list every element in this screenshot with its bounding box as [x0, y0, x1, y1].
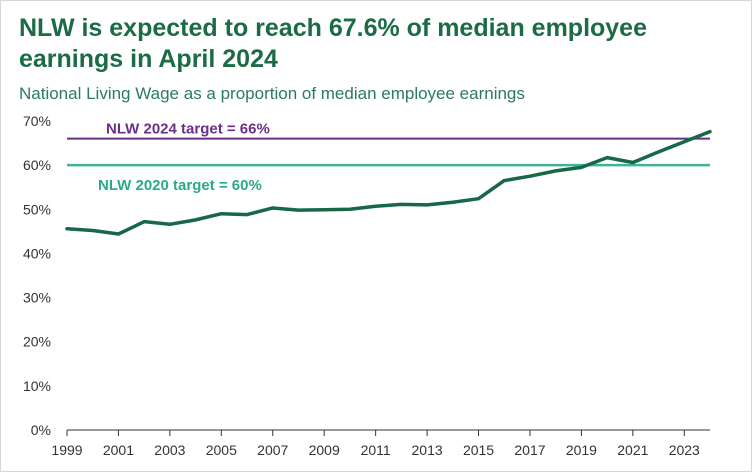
x-tick-label: 2005	[206, 442, 237, 458]
x-tick-label: 2009	[309, 442, 340, 458]
x-tick-label: 1999	[51, 442, 82, 458]
x-tick-label: 2015	[463, 442, 494, 458]
axes	[66, 429, 710, 436]
x-tick-label: 2023	[669, 442, 700, 458]
nlw-data-point	[451, 201, 454, 204]
x-tick-label: 2013	[412, 442, 443, 458]
y-tick-label: 20%	[23, 334, 51, 350]
nlw-data-point	[91, 229, 94, 232]
nlw-data-point	[117, 232, 120, 236]
x-tick-label: 2011	[361, 442, 391, 458]
chart-title: NLW is expected to reach 67.6% of median…	[19, 14, 647, 73]
nlw-data-point	[631, 161, 635, 164]
nlw-data-point	[528, 174, 532, 178]
nlw-data-point	[348, 208, 352, 211]
x-tick-label: 2019	[566, 442, 597, 458]
nlw-data-point	[374, 204, 377, 208]
target-2020-label: NLW 2020 target = 60%	[98, 177, 262, 194]
nlw-data-point	[503, 179, 506, 182]
nlw-data-point	[323, 208, 326, 211]
nlw-data-point	[245, 213, 249, 216]
y-tick-label: 60%	[23, 157, 51, 173]
tick-labels: 1999 2001 2003 2005 2007 2009 2011 2013 2015 2017…	[23, 113, 700, 458]
nlw-data-point	[477, 197, 480, 200]
nlw-data-point	[425, 203, 429, 207]
nlw-data-point	[554, 169, 557, 173]
chart-subtitle: National Living Wage as a proportion of …	[19, 84, 525, 103]
series-group	[65, 129, 712, 236]
x-tick-label: 2007	[257, 442, 288, 458]
nlw-series-line	[65, 129, 712, 236]
y-tick-label: 10%	[23, 378, 51, 394]
nlw-data-point	[65, 227, 69, 230]
x-tick-label: 2003	[154, 442, 185, 458]
nlw-data-point	[220, 212, 223, 215]
nlw-data-point	[605, 156, 609, 159]
y-tick-label: 0%	[31, 422, 51, 438]
y-tick-label: 50%	[23, 201, 51, 217]
nlw-data-point	[400, 203, 403, 206]
reference-lines: NLW 2024 target = 66% NLW 2020 target = 6…	[67, 121, 710, 194]
nlw-data-point	[708, 130, 712, 133]
y-tick-label: 30%	[23, 290, 51, 306]
y-tick-label: 40%	[23, 245, 51, 261]
x-tick-label: 2021	[617, 442, 648, 458]
nlw-data-point	[683, 140, 686, 143]
nlw-data-point	[657, 150, 660, 154]
x-tick-label: 2001	[103, 442, 134, 458]
nlw-data-point	[168, 223, 172, 226]
target-2024-label: NLW 2024 target = 66%	[106, 121, 270, 138]
x-tick-label: 2017	[514, 442, 545, 458]
nlw-data-point	[580, 166, 583, 169]
y-tick-label: 70%	[23, 113, 51, 129]
nlw-data-point	[297, 208, 300, 212]
nlw-data-point	[142, 220, 146, 223]
nlw-data-point	[271, 206, 274, 210]
nlw-data-point	[194, 218, 197, 222]
